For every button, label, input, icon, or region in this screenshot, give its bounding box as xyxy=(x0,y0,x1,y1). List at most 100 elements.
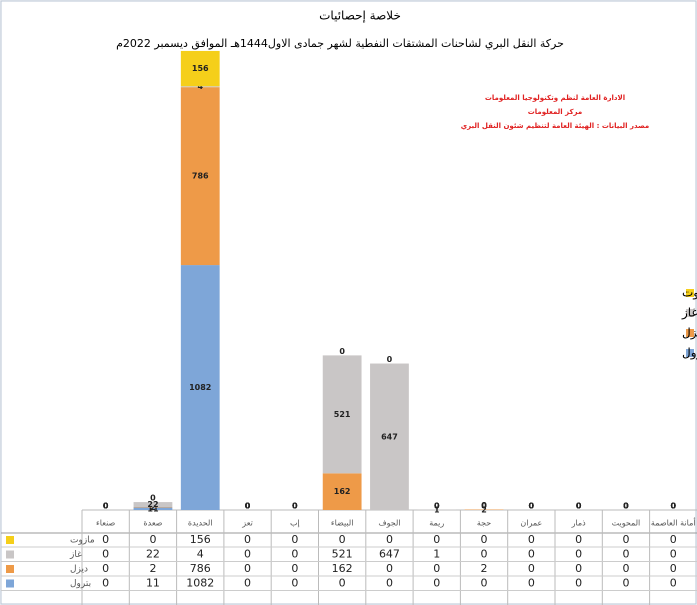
legend-label: غاز xyxy=(681,306,697,321)
table-cell: 0 xyxy=(670,533,677,546)
category-label: إب xyxy=(290,519,300,529)
table-cell: 2 xyxy=(481,562,488,575)
annotation: مصدر البيانات : الهيئة العامة لتنظيم شئو… xyxy=(461,122,650,130)
category-label: المحويت xyxy=(612,519,641,528)
table-cell: 162 xyxy=(332,562,353,575)
data-label: 0 xyxy=(245,502,251,511)
data-label: 0 xyxy=(670,502,676,511)
data-label: 0 xyxy=(576,502,582,511)
table-cell: 0 xyxy=(102,548,109,561)
data-label: 0 xyxy=(576,502,582,511)
table-cell: 0 xyxy=(291,562,298,575)
table-cell: 0 xyxy=(528,533,535,546)
table-cell: 0 xyxy=(244,577,251,590)
bar-segment xyxy=(180,50,220,87)
category-label: أمانة العاصمة xyxy=(651,518,696,528)
legend-label: ديزل xyxy=(682,326,697,341)
category-label: الجوف xyxy=(378,519,400,528)
table-swatch xyxy=(6,536,14,544)
data-label: 0 xyxy=(103,502,109,511)
data-label: 0 xyxy=(103,502,109,511)
data-label: 0 xyxy=(387,355,393,364)
table-cell: 0 xyxy=(291,533,298,546)
row-label: بترول xyxy=(70,579,91,589)
row-label: غاز xyxy=(69,550,82,560)
data-label: 2 xyxy=(150,503,156,512)
data-label: 786 xyxy=(192,172,209,181)
table-cell: 647 xyxy=(379,548,400,561)
data-label: 0 xyxy=(245,502,251,511)
data-label: 0 xyxy=(434,502,440,511)
data-label: 0 xyxy=(576,502,582,511)
data-label: 11 xyxy=(147,504,159,513)
table-cell: 0 xyxy=(102,533,109,546)
bar-segment xyxy=(180,86,220,88)
data-label: 162 xyxy=(334,487,351,496)
table-cell: 1082 xyxy=(186,577,214,590)
table-cell: 0 xyxy=(386,577,393,590)
category-label: الحديدة xyxy=(188,519,213,528)
data-label: 0 xyxy=(529,502,535,511)
table-cell: 0 xyxy=(244,548,251,561)
data-label: 0 xyxy=(576,502,582,511)
data-label: 0 xyxy=(481,502,487,511)
data-label: 0 xyxy=(434,502,440,511)
data-label: 0 xyxy=(434,501,440,510)
table-cell: 0 xyxy=(575,562,582,575)
data-label: 0 xyxy=(670,502,676,511)
table-cell: 521 xyxy=(332,548,353,561)
bar-segment xyxy=(322,355,362,474)
table-swatch xyxy=(6,579,14,588)
table-cell: 0 xyxy=(670,548,677,561)
bar-segment xyxy=(370,363,409,510)
table-cell: 0 xyxy=(622,562,629,575)
row-label: مازوت xyxy=(70,536,95,546)
table-cell: 0 xyxy=(386,562,393,575)
bar-segment xyxy=(180,265,220,510)
category-label: ذمار xyxy=(571,519,587,528)
table-cell: 0 xyxy=(433,533,440,546)
category-label: حجة xyxy=(477,519,491,528)
legend-label: بترول xyxy=(682,346,697,361)
data-label: 0 xyxy=(623,502,629,511)
table-cell: 156 xyxy=(190,533,211,546)
legend-swatch xyxy=(686,349,694,357)
bar-segment xyxy=(322,473,362,510)
table-cell: 786 xyxy=(190,562,211,575)
table-cell: 0 xyxy=(528,577,535,590)
data-label: 0 xyxy=(245,502,251,511)
table-cell: 11 xyxy=(146,577,160,590)
data-label: 0 xyxy=(292,502,298,511)
data-label: 0 xyxy=(529,502,535,511)
table-cell: 0 xyxy=(575,577,582,590)
bar-segment xyxy=(133,502,173,508)
data-label: 22 xyxy=(147,500,158,509)
legend-label: مازوت xyxy=(682,286,697,301)
chart-subtitle: حركة النقل البري لشاحنات المشتقات النفطي… xyxy=(116,37,564,51)
data-label: 0 xyxy=(529,502,535,511)
data-label: 0 xyxy=(481,501,487,510)
row-label: ديزل xyxy=(70,565,88,575)
table-cell: 0 xyxy=(339,533,346,546)
table-cell: 0 xyxy=(622,577,629,590)
legend-swatch xyxy=(686,329,694,337)
table-cell: 0 xyxy=(244,533,251,546)
data-label: 0 xyxy=(623,502,629,511)
table-cell: 0 xyxy=(622,548,629,561)
data-label: 0 xyxy=(292,502,298,511)
data-label: 0 xyxy=(670,502,676,511)
data-label: 0 xyxy=(103,502,109,511)
data-label: 0 xyxy=(623,502,629,511)
data-label: 0 xyxy=(623,502,629,511)
table-cell: 22 xyxy=(146,548,160,561)
chart-title: خلاصة إحصائيات xyxy=(319,9,401,23)
table-cell: 0 xyxy=(149,533,156,546)
data-label: 1 xyxy=(434,505,440,514)
data-label: 647 xyxy=(381,432,398,441)
table-cell: 0 xyxy=(528,548,535,561)
data-label: 0 xyxy=(670,502,676,511)
data-label: 0 xyxy=(103,502,109,511)
table-cell: 1 xyxy=(433,548,440,561)
